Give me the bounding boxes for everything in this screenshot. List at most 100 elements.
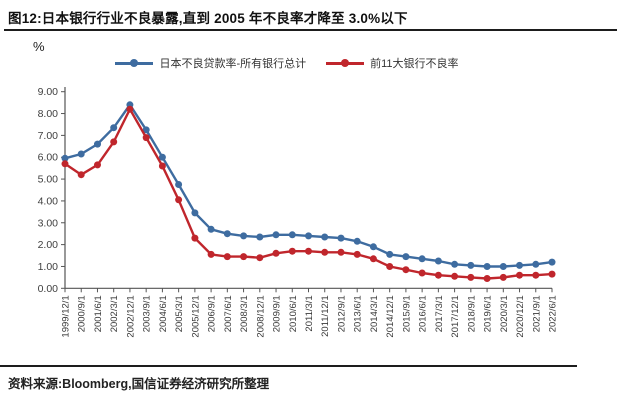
data-point-marker (548, 258, 556, 266)
y-tick-label: 9.00 (38, 86, 59, 98)
data-point-marker (175, 181, 183, 188)
y-tick-label: 1.00 (38, 261, 59, 273)
x-tick-label: 2003/9/1 (142, 295, 153, 332)
data-point-marker (499, 273, 507, 281)
legend-item-all-banks: 日本不良贷款率-所有银行总计 (115, 55, 306, 71)
data-point-marker (223, 253, 231, 261)
data-point-marker (369, 243, 377, 251)
data-point-marker (191, 234, 199, 242)
legend-line-marker-red (326, 59, 365, 67)
legend-dot-icon (341, 59, 350, 67)
data-point-marker (467, 261, 475, 269)
data-point-marker (386, 263, 394, 270)
data-point-marker (369, 255, 377, 263)
data-point-marker (516, 261, 523, 269)
data-point-marker (337, 248, 345, 256)
x-tick-label: 2006/9/1 (207, 295, 218, 332)
legend-line-marker-blue (115, 59, 154, 67)
data-point-marker (532, 271, 540, 279)
x-tick-label: 2022/6/1 (548, 295, 559, 332)
y-tick-label: 8.00 (38, 108, 59, 120)
data-point-marker (337, 234, 345, 242)
series-line-0 (64, 103, 553, 268)
y-tick-label: 3.00 (38, 217, 59, 229)
data-point-marker (142, 134, 150, 142)
y-tick-label: 7.00 (38, 130, 59, 142)
x-tick-label: 2011/3/1 (304, 295, 315, 331)
npl-line-chart: 0.00 1.00 2.00 3.00 4.00 5.00 6.00 7.00 8.00 9.00… (38, 86, 559, 337)
data-point-marker (418, 255, 426, 263)
data-point-marker (77, 150, 85, 158)
data-point-marker (483, 275, 491, 282)
data-point-marker (110, 138, 118, 146)
x-tick-label: 2019/6/1 (483, 295, 494, 332)
data-point-marker (240, 253, 248, 261)
x-tick-label: 2012/9/1 (336, 295, 347, 332)
data-point-marker (94, 161, 101, 169)
data-point-marker (499, 263, 507, 270)
x-tick-label: 2020/3/1 (499, 295, 510, 332)
data-point-marker (256, 233, 264, 241)
y-tick-label: 0.00 (38, 283, 59, 295)
data-point-marker (240, 232, 248, 240)
x-tick-label: 2020/12/1 (515, 295, 526, 337)
data-point-marker (288, 231, 296, 239)
y-tick-label: 2.00 (38, 239, 59, 251)
data-point-marker (353, 250, 361, 258)
data-point-marker (94, 140, 101, 148)
data-point-marker (207, 250, 215, 258)
legend-label: 前11大银行不良率 (370, 58, 459, 70)
data-point-marker (272, 249, 280, 257)
y-tick-label: 5.00 (38, 174, 59, 186)
data-point-marker (386, 250, 394, 258)
chart-legend: 日本不良贷款率-所有银行总计 前11大银行不良率 (0, 55, 620, 71)
y-tick-label: 6.00 (38, 152, 59, 164)
data-point-marker (142, 126, 150, 134)
data-point-marker (110, 124, 118, 132)
x-tick-label: 2007/6/1 (223, 295, 234, 332)
x-tick-label: 2017/3/1 (434, 295, 445, 332)
x-tick-label: 2016/6/1 (418, 295, 429, 332)
data-point-marker (402, 266, 410, 274)
x-tick-label: 2001/6/1 (93, 295, 104, 332)
x-tick-label: 2011/12/1 (320, 295, 331, 337)
data-point-marker (451, 272, 459, 280)
data-point-marker (321, 248, 329, 256)
x-tick-label: 2002/12/1 (125, 295, 136, 337)
data-point-marker (223, 230, 231, 238)
data-point-marker (548, 270, 556, 278)
data-point-marker (434, 271, 442, 279)
data-point-marker (451, 260, 459, 268)
x-tick-label: 2005/3/1 (174, 295, 185, 332)
figure-title: 图12:日本银行行业不良暴露,直到 2005 年不良率才降至 3.0%以下 (8, 11, 408, 26)
y-axis-unit-label: % (33, 39, 45, 54)
data-point-marker (516, 271, 523, 279)
x-tick-label: 2002/3/1 (109, 295, 120, 332)
x-tick-label: 2017/12/1 (450, 295, 461, 337)
data-point-marker (305, 232, 312, 240)
data-point-marker (418, 269, 426, 277)
x-tick-label: 2014/12/1 (385, 295, 396, 337)
x-tick-label: 2013/6/1 (353, 295, 364, 332)
data-point-marker (288, 247, 296, 255)
x-tick-label: 2021/9/1 (531, 295, 542, 332)
legend-dot-icon (130, 59, 139, 67)
data-point-marker (321, 233, 329, 241)
legend-item-top11-banks: 前11大银行不良率 (326, 55, 459, 71)
x-tick-label: 2008/12/1 (255, 295, 266, 337)
x-tick-label: 1999/12/1 (61, 295, 72, 337)
data-point-marker (191, 209, 199, 217)
y-tick-label: 4.00 (38, 195, 59, 207)
data-point-marker (272, 231, 280, 239)
x-tick-label: 2004/6/1 (158, 295, 169, 332)
legend-label: 日本不良贷款率-所有银行总计 (159, 58, 307, 70)
data-point-marker (353, 237, 361, 245)
data-point-marker (126, 105, 134, 113)
data-point-marker (256, 254, 264, 262)
data-point-marker (434, 257, 442, 265)
data-point-marker (77, 171, 85, 179)
x-tick-label: 2018/9/1 (466, 295, 477, 332)
data-point-marker (158, 162, 166, 170)
x-tick-label: 2014/3/1 (369, 295, 380, 332)
